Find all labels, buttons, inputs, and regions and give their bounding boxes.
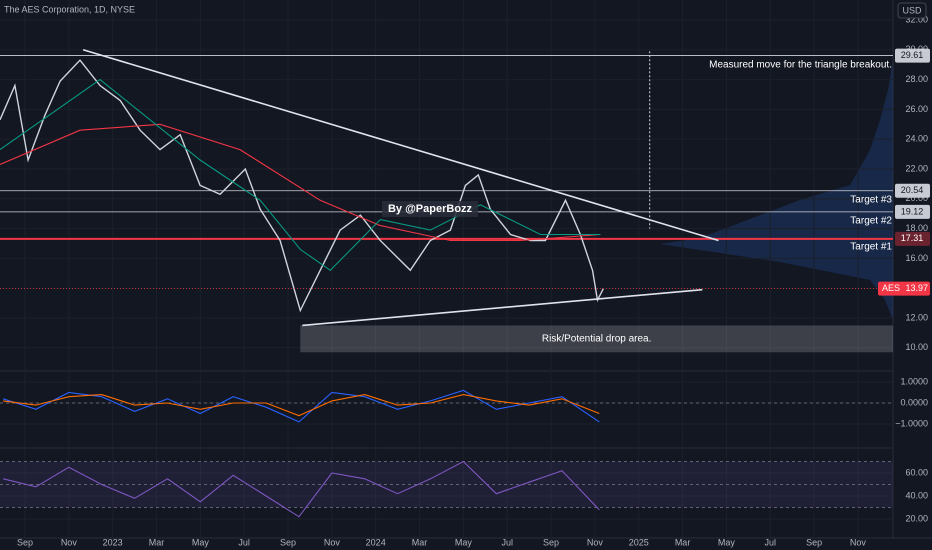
y-tick-label: 22.00 <box>905 163 928 173</box>
x-tick-label: 2023 <box>103 537 123 547</box>
trendline <box>82 49 719 242</box>
x-tick-label: Nov <box>61 537 78 547</box>
x-tick-label: Sep <box>280 537 296 547</box>
level-label-box <box>895 48 930 63</box>
trendline <box>302 288 703 327</box>
y-tick-label: 20.00 <box>905 513 928 523</box>
y-tick-label: −1.0000 <box>895 418 928 428</box>
x-tick-label: Nov <box>850 537 867 547</box>
level-label: 17.31 <box>901 233 924 243</box>
y-tick-label: 1.0000 <box>900 376 928 386</box>
y-tick-label: 18.00 <box>905 223 928 233</box>
level-label: 20.54 <box>901 185 924 195</box>
x-tick-label: Jul <box>764 537 776 547</box>
y-tick-label: 16.00 <box>905 253 928 263</box>
series-line <box>0 78 601 272</box>
x-tick-label: Mar <box>412 537 428 547</box>
zone-label: Risk/Potential drop area. <box>542 333 652 344</box>
x-tick-label: May <box>192 537 210 547</box>
series-line <box>2 389 600 423</box>
x-tick-label: Jul <box>501 537 513 547</box>
x-tick-label: Nov <box>324 537 341 547</box>
level-label: 29.61 <box>901 50 924 60</box>
y-tick-label: 32.00 <box>905 14 928 24</box>
x-tick-label: Sep <box>806 537 822 547</box>
annotation: By @PaperBozz <box>388 203 473 215</box>
x-tick-label: Mar <box>675 537 691 547</box>
y-tick-label: 60.00 <box>905 467 928 477</box>
series-line <box>0 123 601 242</box>
x-tick-label: Jul <box>238 537 250 547</box>
series-line <box>2 460 600 518</box>
y-tick-label: 12.00 <box>905 312 928 322</box>
annotation: Target #3 <box>850 195 892 206</box>
x-tick-label: Nov <box>587 537 604 547</box>
x-tick-label: 2025 <box>629 537 649 547</box>
annotation: Target #2 <box>850 216 892 227</box>
y-tick-label: 10.00 <box>905 342 928 352</box>
series-line <box>0 59 605 313</box>
x-tick-label: May <box>718 537 736 547</box>
x-tick-label: Sep <box>543 537 559 547</box>
level-label: 19.12 <box>901 206 924 216</box>
level-label-box <box>895 183 930 198</box>
last-price-value: 13.97 <box>905 283 928 293</box>
currency: USD <box>902 5 922 15</box>
last-price-box <box>878 281 930 296</box>
level-label-box <box>895 204 930 219</box>
annotation: Measured move for the triangle breakout. <box>709 60 892 71</box>
y-tick-label: 40.00 <box>905 490 928 500</box>
y-tick-label: 20.00 <box>905 193 928 203</box>
x-tick-label: Sep <box>17 537 33 547</box>
y-tick-label: 26.00 <box>905 104 928 114</box>
risk-zone <box>300 325 893 353</box>
last-price-name: AES <box>882 283 900 293</box>
y-tick-label: 28.00 <box>905 74 928 84</box>
x-tick-label: Mar <box>149 537 165 547</box>
annotation: Target #1 <box>850 242 892 253</box>
y-tick-label: 0.0000 <box>900 397 928 407</box>
x-tick-label: May <box>455 537 473 547</box>
level-label-box <box>895 231 930 246</box>
currency-box <box>897 2 927 19</box>
chart-title: The AES Corporation, 1D, NYSE <box>4 4 135 14</box>
watermark-box <box>382 201 478 217</box>
y-tick-label: 24.00 <box>905 134 928 144</box>
series-line <box>3 394 600 417</box>
x-tick-label: 2024 <box>366 537 386 547</box>
volume-profile <box>660 60 893 320</box>
